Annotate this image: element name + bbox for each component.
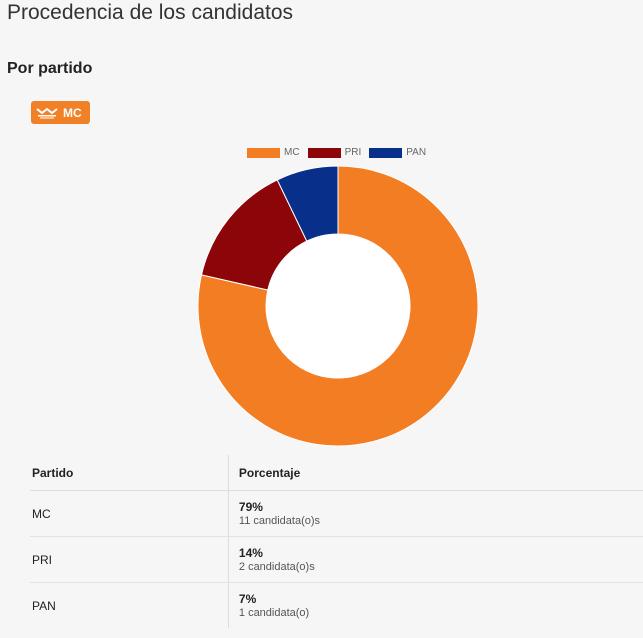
- column-header-percentage: Porcentaje: [227, 455, 643, 491]
- table-row: MC 79% 11 candidata(o)s: [30, 490, 643, 537]
- percentage-value: 7%: [238, 591, 257, 606]
- legend-item-pan[interactable]: PAN: [369, 147, 426, 158]
- candidate-count: 11 candidata(o)s: [238, 514, 321, 527]
- percentage-cell: 7% 1 candidata(o): [227, 582, 643, 628]
- donut-hole: [266, 234, 410, 378]
- legend-item-pri[interactable]: PRI: [307, 147, 362, 158]
- legend-item-mc[interactable]: MC: [247, 147, 300, 158]
- candidate-count: 2 candidata(o)s: [238, 560, 315, 573]
- legend-swatch: [307, 147, 341, 158]
- candidate-count: 1 candidata(o): [238, 606, 310, 619]
- percentage-cell: 79% 11 candidata(o)s: [227, 490, 643, 537]
- percentage-value: 79%: [238, 499, 263, 514]
- donut-slice-mc[interactable]: [197, 165, 479, 447]
- party-table: Partido Porcentaje MC 79% 11 candidata(o…: [30, 455, 643, 628]
- section-title: Por partido: [7, 60, 93, 77]
- table-row: PRI 14% 2 candidata(o)s: [30, 536, 643, 583]
- party-badge-label: MC: [63, 105, 82, 120]
- percentage-cell: 14% 2 candidata(o)s: [227, 536, 643, 583]
- party-cell: PRI: [30, 536, 229, 583]
- percentage-value: 14%: [238, 545, 263, 560]
- column-header-party: Partido: [30, 455, 229, 491]
- page-title: Procedencia de los candidatos: [7, 1, 294, 24]
- donut-chart: [197, 165, 479, 447]
- party-cell: PAN: [32, 598, 56, 613]
- table-row: PAN 7% 1 candidata(o): [30, 582, 643, 628]
- party-filter-badge-mc[interactable]: MC: [31, 101, 90, 124]
- legend-label: PRI: [344, 147, 362, 158]
- chart-legend: MC PRI PAN: [247, 147, 434, 158]
- legend-label: MC: [284, 147, 300, 158]
- party-cell: MC: [30, 490, 229, 537]
- legend-swatch: [369, 147, 403, 158]
- donut-slice-pan[interactable]: [276, 165, 339, 242]
- table-header-row: Partido Porcentaje: [30, 455, 643, 491]
- legend-label: PAN: [406, 147, 427, 158]
- legend-swatch: [247, 147, 280, 158]
- party-logo-icon: [36, 107, 58, 118]
